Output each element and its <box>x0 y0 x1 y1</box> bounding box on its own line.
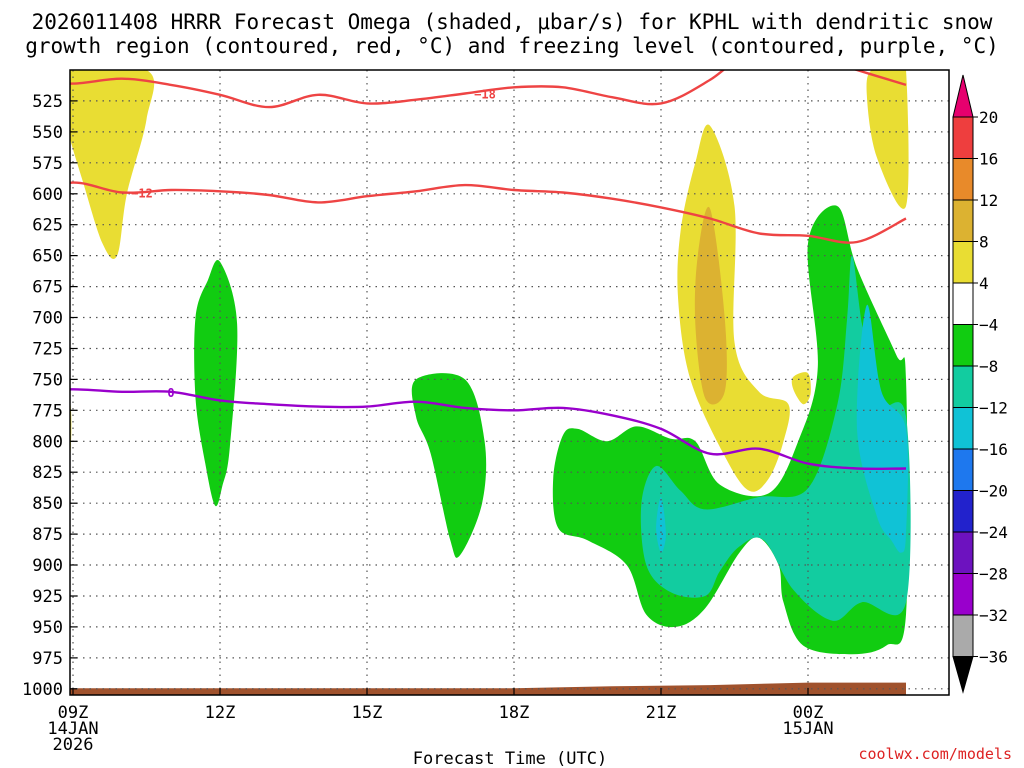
y-tick-label-875: 875 <box>32 525 63 545</box>
x-tick-label-21Z: 21Z <box>646 703 677 723</box>
colorbar-bin-4-8 <box>952 241 974 284</box>
y-tick-label-650: 650 <box>32 247 63 267</box>
omega-region-9-level-neg8 <box>640 255 911 621</box>
colorbar-bin-neg28-neg24 <box>952 531 974 574</box>
colorbar-bin-neg12-neg8 <box>952 365 974 408</box>
colorbar-label-3: 8 <box>979 233 989 252</box>
colorbar-label-4: 4 <box>979 274 989 293</box>
y-tick-label-625: 625 <box>32 216 63 236</box>
y-tick-label-825: 825 <box>32 463 63 483</box>
temperature-contours: −18 −12 0 <box>70 70 907 471</box>
omega-region-5-level-8 <box>694 206 727 405</box>
y-tick-label-925: 925 <box>32 587 63 607</box>
x-tick-label-2026: 2026 <box>53 735 94 755</box>
contour-line-−18 <box>70 70 907 109</box>
contour-label-0: 0 <box>167 386 174 400</box>
x-tick-label-15Z: 15Z <box>352 703 383 723</box>
dotted-grid <box>70 70 949 695</box>
colorbar-label-0: 20 <box>979 108 998 127</box>
colorbar-label-10: −24 <box>979 523 1008 542</box>
y-tick-label-950: 950 <box>32 618 63 638</box>
chart-title-line-1: 2026011408 HRRR Forecast Omega (shaded, … <box>32 10 993 34</box>
omega-region-7-level-neg4 <box>411 373 487 558</box>
colorbar-label-7: −12 <box>979 399 1008 418</box>
x-tick-label-15JAN: 15JAN <box>782 719 833 739</box>
y-tick-label-850: 850 <box>32 494 63 514</box>
omega-region-6-level-neg4 <box>194 260 238 507</box>
y-tick-label-550: 550 <box>32 123 63 143</box>
y-tick-label-600: 600 <box>32 185 63 205</box>
x-tick-label-18Z: 18Z <box>499 703 530 723</box>
y-tick-label-750: 750 <box>32 370 63 390</box>
omega-region-3-level-4 <box>677 124 790 492</box>
colorbar-bin-16-20 <box>952 116 974 159</box>
contour-label-−12: −12 <box>131 187 153 201</box>
colorbar-bin-8-12 <box>952 199 974 242</box>
colorbar-label-6: −8 <box>979 357 998 376</box>
x-tick-label-09Z: 09Z <box>58 703 89 723</box>
colorbar-bin-neg20-neg16 <box>952 448 974 491</box>
omega-region-11-level-neg12 <box>656 496 666 553</box>
y-tick-label-775: 775 <box>32 401 63 421</box>
y-tick-label-725: 725 <box>32 340 63 360</box>
terrain-fill <box>70 682 906 695</box>
colorbar-label-12: −32 <box>979 606 1008 625</box>
y-tick-label-800: 800 <box>32 432 63 452</box>
omega-region-10-level-neg12 <box>856 304 909 553</box>
y-tick-label-975: 975 <box>32 649 63 669</box>
contour-line-0 <box>70 388 907 471</box>
colorbar-label-1: 16 <box>979 150 998 169</box>
y-tick-label-675: 675 <box>32 278 63 298</box>
y-tick-label-525: 525 <box>32 92 63 112</box>
x-tick-label-00Z: 00Z <box>793 703 824 723</box>
y-tick-label-1000: 1000 <box>22 680 63 700</box>
colorbar-bin-neg4-4 <box>952 282 974 325</box>
chart-title-line-2: growth region (contoured, red, °C) and f… <box>25 34 999 58</box>
omega-region-2-level-4 <box>866 70 909 209</box>
colorbar-label-5: −4 <box>979 316 998 335</box>
colorbar-bin-neg24-neg20 <box>952 490 974 533</box>
pressure-axis: 525 550 575 600 625 650 675 700 725 750 775 800 825 8… <box>22 92 77 700</box>
colorbar-bin-neg8-neg4 <box>952 324 974 367</box>
colorbar-bin-20-24 <box>952 74 974 118</box>
colorbar-label-9: −20 <box>979 482 1008 501</box>
x-tick-label-14JAN: 14JAN <box>47 719 98 739</box>
plot-frame <box>69 69 950 696</box>
x-axis-label: Forecast Time (UTC) <box>413 749 607 768</box>
y-tick-label-700: 700 <box>32 309 63 329</box>
omega-region-0-level-4 <box>70 70 155 259</box>
colorbar-label-13: −36 <box>979 648 1008 667</box>
y-tick-label-900: 900 <box>32 556 63 576</box>
colorbar-bin-neg16-neg12 <box>952 407 974 450</box>
colorbar-bin-neg36-neg32 <box>952 614 974 657</box>
colorbar-label-11: −28 <box>979 565 1008 584</box>
credit-text: coolwx.com/models <box>858 745 1012 763</box>
colorbar-bin-neg40-neg36 <box>952 656 974 694</box>
terrain-layer <box>70 682 906 695</box>
colorbar-bin-12-16 <box>952 158 974 201</box>
omega-shading <box>70 70 911 655</box>
omega-region-4-level-4 <box>791 372 811 405</box>
contour-line-−12 <box>70 181 907 244</box>
x-tick-label-12Z: 12Z <box>205 703 236 723</box>
colorbar: 20 16 12 8 4 −4 −8 −12 −16 −20 −24 −28 −32 −36 <box>952 74 1008 694</box>
colorbar-label-2: 12 <box>979 191 998 210</box>
colorbar-bin-neg32-neg28 <box>952 573 974 616</box>
y-tick-label-575: 575 <box>32 154 63 174</box>
colorbar-label-8: −16 <box>979 440 1008 459</box>
contour-label-−18: −18 <box>474 88 496 102</box>
